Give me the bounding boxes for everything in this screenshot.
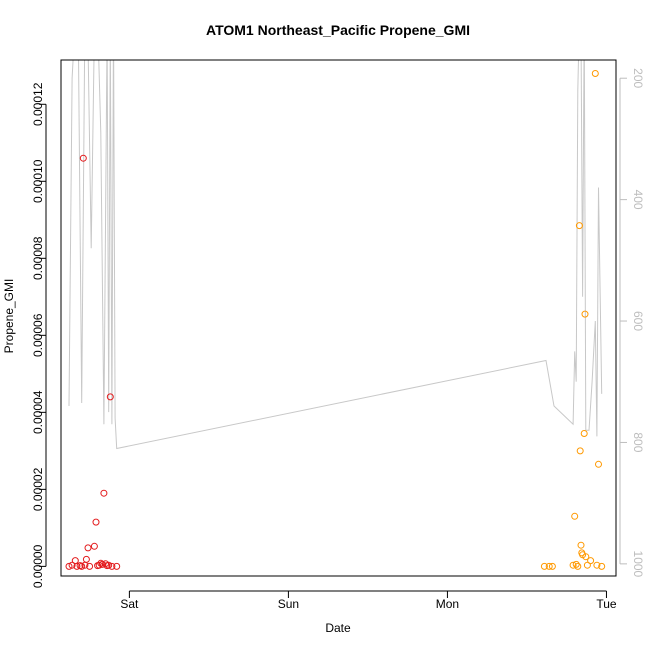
plot-frame [60, 59, 617, 577]
y-tick-label: 0.00010 [31, 159, 45, 203]
pressure-line [68, 60, 603, 450]
series-2-point [545, 562, 553, 570]
y-tick-label: 0.00004 [31, 390, 45, 434]
series-1-point [73, 562, 81, 570]
series-1-point [95, 561, 103, 569]
series-2-point [591, 70, 599, 77]
series-1-point [86, 562, 94, 570]
y2-tick-label: 800 [631, 432, 645, 452]
y2-tick-label: 600 [631, 311, 645, 331]
series-2-point [582, 553, 590, 561]
y-tick-label: 0.00000 [31, 544, 45, 588]
series-1-point [97, 559, 105, 567]
series-1-point [102, 560, 109, 568]
y2-tick-label: 400 [631, 190, 645, 210]
series-1-point [84, 544, 92, 552]
series-1-point [100, 489, 108, 497]
series-2-point [548, 562, 556, 570]
y2-tick-label: 1000 [631, 551, 645, 578]
series-1-point [90, 542, 98, 550]
series-1-point [106, 393, 114, 401]
series-2-point [593, 561, 601, 569]
series-2-point [587, 557, 595, 565]
chart-title: ATOM1 Northeast_Pacific Propene_GMI [206, 22, 470, 38]
x-tick-label: Mon [436, 597, 459, 611]
series-1-point [78, 562, 86, 570]
series-2-point [574, 562, 582, 570]
series-2-point [540, 562, 548, 570]
y-tick-label: 0.00012 [31, 82, 45, 126]
series-1-point [71, 557, 79, 565]
series-2-point [581, 310, 589, 318]
series-2-point [571, 512, 579, 520]
series-1-point [82, 555, 90, 563]
x-tick-label: Sat [120, 597, 139, 611]
series-1-point [92, 518, 100, 526]
x-tick-label: Tue [596, 597, 617, 611]
y-tick-label: 0.00002 [31, 467, 45, 511]
series-2-point [598, 562, 606, 570]
series-1-point [108, 562, 116, 570]
series-2-point [572, 560, 580, 568]
series-2-point [583, 561, 591, 569]
series-1-point [113, 562, 121, 570]
series-1-point [65, 562, 73, 570]
series-1-point [105, 561, 113, 569]
y2-tick-label: 200 [631, 68, 645, 88]
y-tick-label: 0.00008 [31, 236, 45, 280]
series-2-point [576, 447, 584, 455]
series-2-point [569, 561, 577, 569]
series-1-point [68, 561, 76, 569]
y-axis-label: Propene_GMI [2, 279, 16, 354]
x-axis-label: Date [325, 621, 351, 635]
series-2-point [575, 222, 583, 230]
series-2-point [580, 430, 588, 437]
x-tick-label: Sun [278, 597, 299, 611]
series-2-point [595, 460, 602, 468]
y-tick-label: 0.00006 [31, 313, 45, 357]
series-2-point [577, 541, 585, 549]
series-1-point [79, 154, 87, 162]
